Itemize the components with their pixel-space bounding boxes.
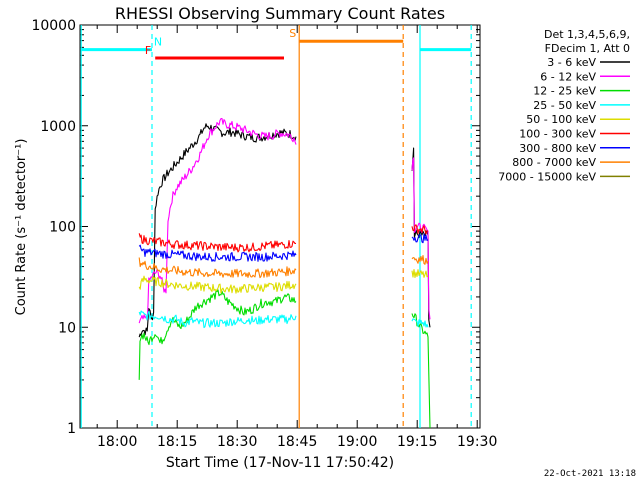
series-line-3 bbox=[411, 318, 429, 328]
legend-entry-label: 50 - 100 keV bbox=[526, 113, 596, 126]
legend-entry-label: 800 - 7000 keV bbox=[512, 156, 596, 169]
legend-entry-label: 7000 - 15000 keV bbox=[498, 170, 596, 183]
legend: Det 1,3,4,5,6,9,FDecim 1, Att 03 - 6 keV… bbox=[498, 28, 630, 183]
series-line-4 bbox=[138, 275, 297, 294]
annotation-label: N bbox=[154, 36, 162, 49]
x-tick-label: 18:45 bbox=[277, 434, 317, 450]
x-tick-label: 18:30 bbox=[217, 434, 257, 450]
y-tick-label: 1 bbox=[67, 421, 76, 437]
series-line-4 bbox=[411, 269, 429, 279]
y-axis-label: Count Rate (s⁻¹ detector⁻¹) bbox=[14, 139, 29, 316]
legend-header-line: FDecim 1, Att 0 bbox=[545, 42, 630, 55]
series-line-3 bbox=[138, 310, 297, 329]
series-line-1 bbox=[411, 157, 431, 320]
timestamp-label: 22-Oct-2021 13:18 bbox=[544, 469, 636, 479]
annotation-label: S bbox=[289, 27, 296, 40]
x-tick-label: 18:00 bbox=[97, 434, 137, 450]
legend-entry-label: 300 - 800 keV bbox=[519, 142, 596, 155]
x-axis-label: Start Time (17-Nov-11 17:50:42) bbox=[166, 455, 394, 471]
y-tick-label: 10 bbox=[58, 320, 76, 336]
series-line-6 bbox=[411, 233, 429, 244]
y-tick-label: 1000 bbox=[40, 119, 76, 135]
legend-entry-label: 25 - 50 keV bbox=[533, 99, 596, 112]
legend-header-line: Det 1,3,4,5,6,9, bbox=[544, 28, 630, 41]
legend-entry-label: 3 - 6 keV bbox=[547, 56, 596, 69]
series-line-6 bbox=[138, 244, 297, 262]
legend-entry-label: 100 - 300 keV bbox=[519, 128, 596, 141]
y-tick-label: 10000 bbox=[31, 18, 76, 34]
x-tick-label: 19:15 bbox=[397, 434, 437, 450]
y-tick-label: 100 bbox=[49, 220, 76, 236]
series-line-7 bbox=[138, 257, 297, 279]
series-line-7 bbox=[411, 255, 429, 265]
legend-entry-label: 12 - 25 keV bbox=[533, 85, 596, 98]
series-line-2 bbox=[138, 289, 297, 380]
series-line-2 bbox=[411, 313, 431, 429]
annotation-label: F bbox=[145, 44, 151, 57]
x-tick-label: 18:15 bbox=[157, 434, 197, 450]
series-line-5 bbox=[138, 233, 297, 253]
legend-entry-label: 6 - 12 keV bbox=[540, 70, 596, 83]
series-line-1 bbox=[138, 117, 297, 324]
chart-title: RHESSI Observing Summary Count Rates bbox=[115, 4, 445, 23]
x-tick-label: 19:00 bbox=[337, 434, 377, 450]
plot-area: 1 10 100 1000 10000 18:00 18:15 18:30 18:45 19:00… bbox=[31, 18, 497, 450]
series-line-5 bbox=[411, 224, 429, 235]
x-tick-label: 19:30 bbox=[457, 434, 497, 450]
